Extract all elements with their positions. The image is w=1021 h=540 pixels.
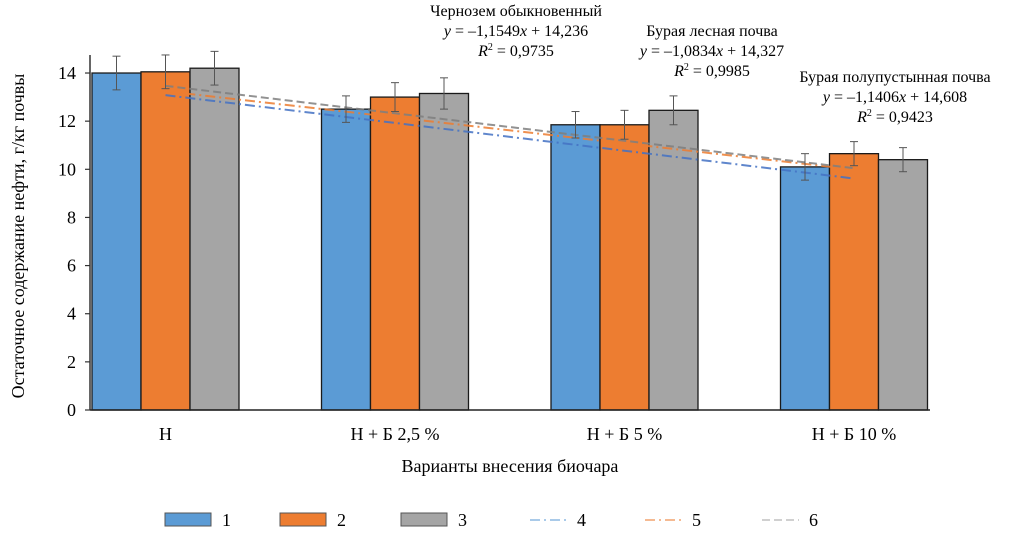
eq-tail: + 14,608 <box>906 89 968 106</box>
r-value: = 0,9985 <box>688 63 750 80</box>
trendline-5 <box>165 90 855 171</box>
bar-series-1 <box>550 124 601 411</box>
eq-y: y <box>443 23 451 40</box>
y-tick-label: 8 <box>67 207 76 227</box>
eq-y: y <box>639 43 647 60</box>
legend-label-4: 4 <box>577 510 586 530</box>
eq-x: x <box>716 43 724 60</box>
bar-series-1 <box>91 72 142 411</box>
annotation-r2: R2 = 0,9985 <box>612 62 812 82</box>
bar-series-2 <box>599 124 650 411</box>
r-sup: 2 <box>866 108 872 119</box>
eq-y: y <box>822 89 830 106</box>
trendlines-layer <box>165 84 855 180</box>
y-tick-label: 6 <box>67 256 76 276</box>
annotation-chernozem: Чернозем обыкновенный y = –1,1549x + 14,… <box>386 2 646 62</box>
y-axis-label: Остаточное содержание нефти, г/кг почвы <box>8 74 28 399</box>
eq-x: x <box>899 89 907 106</box>
annotation-title: Бурая лесная почва <box>646 23 778 40</box>
y-tick-label: 4 <box>67 304 76 324</box>
x-tick-label: Н <box>159 424 172 444</box>
annotation-equation: y = –1,1549x + 14,236 <box>386 22 646 42</box>
legend-label-6: 6 <box>809 510 818 530</box>
eq-body: = –1,0834 <box>646 43 716 60</box>
bar-series-3 <box>418 92 470 411</box>
x-tick-label: Н + Б 2,5 % <box>351 424 440 444</box>
legend-label-3: 3 <box>458 510 467 530</box>
annotation-brown-semidesert: Бурая полупустынная почва y = –1,1406x +… <box>770 68 1020 128</box>
legend-label-1: 1 <box>222 510 231 530</box>
y-tick-label: 10 <box>58 159 76 179</box>
bar-series-2 <box>828 153 880 411</box>
annotation-r2: R2 = 0,9423 <box>770 108 1020 128</box>
trendline-6 <box>165 84 855 170</box>
y-tick-label: 12 <box>58 111 76 131</box>
bar-series-1 <box>320 108 372 411</box>
eq-x: x <box>520 23 528 40</box>
r-value: = 0,9735 <box>492 43 554 60</box>
bar-series-3 <box>189 67 240 411</box>
legend-swatch-2 <box>279 512 327 527</box>
eq-tail: + 14,236 <box>527 23 589 40</box>
annotation-title: Чернозем обыкновенный <box>430 3 602 20</box>
eq-body: = –1,1549 <box>450 23 520 40</box>
r-sup: 2 <box>487 42 493 53</box>
x-tick-label: Н + Б 5 % <box>587 424 662 444</box>
annotation-brown-forest: Бурая лесная почва y = –1,0834x + 14,327… <box>612 22 812 82</box>
bar-series-2 <box>140 71 191 411</box>
annotation-title: Бурая полупустынная почва <box>799 69 991 86</box>
r-sup: 2 <box>683 62 689 73</box>
r-label: R <box>478 43 488 60</box>
legend-swatch-3 <box>400 512 448 527</box>
error-bars-layer <box>112 50 907 181</box>
axes: Н Н + Б 2,5 % Н + Б 5 % Н + Б 10 % 0 2 4 6 8 10 12… <box>58 55 930 444</box>
legend-label-5: 5 <box>692 510 701 530</box>
bar-series-2 <box>369 96 421 411</box>
bar-series-1 <box>779 166 831 411</box>
annotation-r2: R2 = 0,9735 <box>386 42 646 62</box>
x-tick-label: Н + Б 10 % <box>812 424 896 444</box>
eq-body: = –1,1406 <box>829 89 899 106</box>
y-tick-label: 0 <box>67 400 76 420</box>
y-tick-label: 14 <box>58 63 76 83</box>
trendline-4 <box>165 94 855 180</box>
legend-swatch-1 <box>164 512 212 527</box>
r-label: R <box>857 109 867 126</box>
r-value: = 0,9423 <box>871 109 933 126</box>
annotation-equation: y = –1,1406x + 14,608 <box>770 88 1020 108</box>
legend: 1 2 3 4 5 6 <box>164 510 818 530</box>
legend-label-2: 2 <box>337 510 346 530</box>
x-axis-label: Варианты внесения биочара <box>402 456 619 476</box>
eq-tail: + 14,327 <box>723 43 785 60</box>
bars-layer <box>91 67 929 411</box>
r-label: R <box>674 63 684 80</box>
annotation-equation: y = –1,0834x + 14,327 <box>612 42 812 62</box>
y-tick-label: 2 <box>67 352 76 372</box>
bar-series-3 <box>877 159 929 411</box>
